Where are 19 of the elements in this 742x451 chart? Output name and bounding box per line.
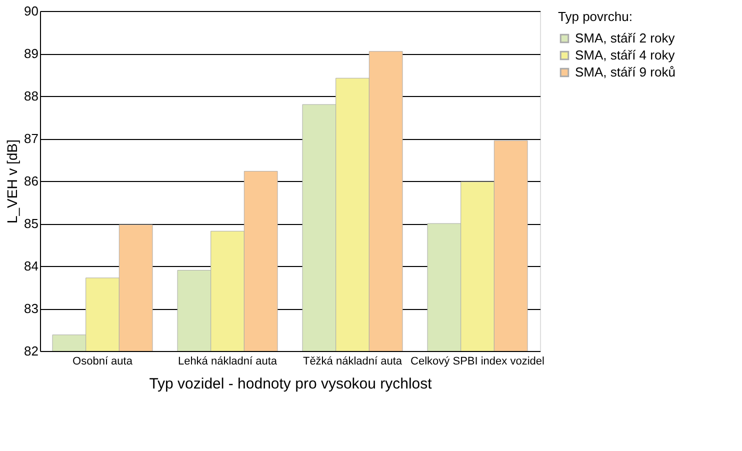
y-tick-label: 84 [24, 258, 38, 274]
y-axis-title: L_VEH v [dB] [4, 139, 20, 224]
y-tick-label: 86 [24, 174, 38, 188]
x-axis-title: Typ vozidel - hodnoty pro vysokou rychlost [149, 376, 433, 392]
x-tick-label: Celkový SPBI index vozidel [410, 356, 544, 368]
legend-label: SMA, stáří 4 roky [575, 48, 676, 62]
legend-title: Typ povrchu: [558, 9, 632, 24]
y-tick-label: 87 [24, 131, 38, 146]
y-tick-label: 89 [24, 46, 38, 61]
y-tick-label: 90 [24, 4, 38, 18]
x-tick-label: Osobní auta [72, 356, 134, 368]
x-tick-label: Lehká nákladní auta [178, 356, 278, 368]
y-tick-label: 88 [24, 88, 38, 104]
legend-label: SMA, stáří 9 roků [575, 64, 676, 80]
y-tick-label: 85 [24, 216, 38, 231]
y-tick-label: 82 [24, 344, 38, 358]
x-tick-label: Těžká nákladní auta [302, 356, 403, 368]
y-tick-label: 83 [24, 301, 38, 316]
legend-label: SMA, stáří 2 roky [575, 30, 676, 46]
